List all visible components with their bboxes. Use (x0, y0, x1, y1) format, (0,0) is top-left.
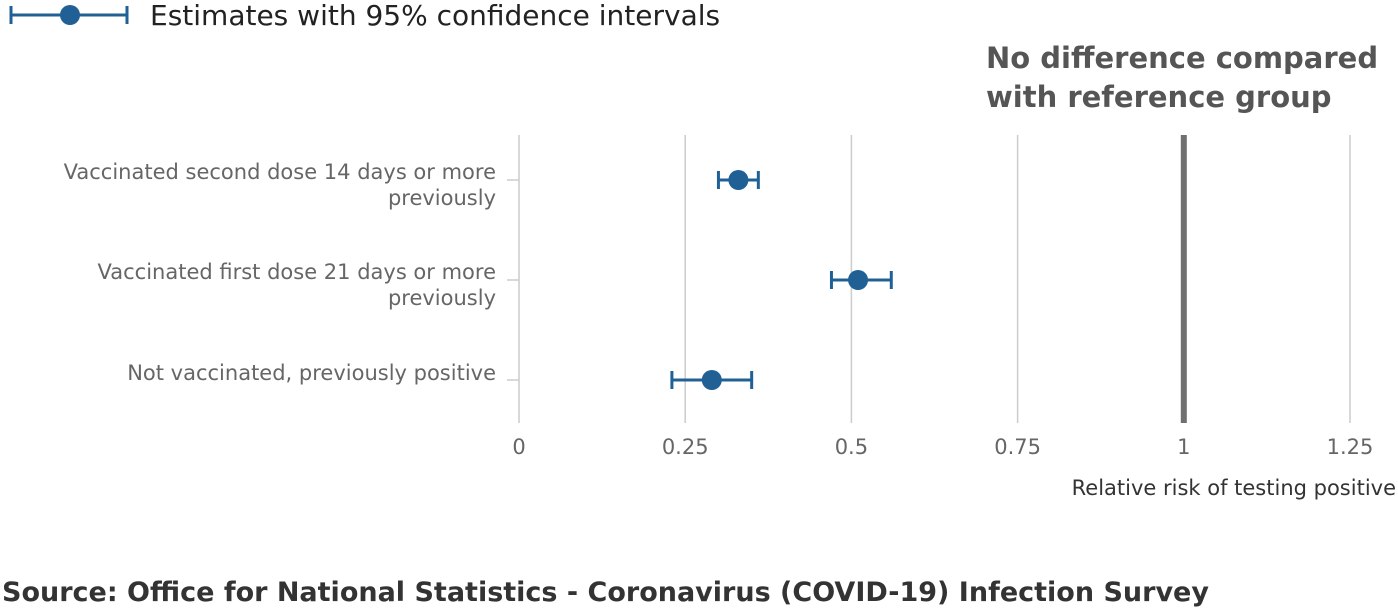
category-label-line: Vaccinated first dose 21 days or more (98, 260, 497, 284)
legend-label: Estimates with 95% confidence intervals (150, 0, 720, 32)
gridlines (518, 135, 1351, 423)
reference-label-line: with reference group (986, 80, 1332, 114)
category-label: Vaccinated second dose 14 days or more pr… (64, 160, 496, 210)
x-tick-label: 0.5 (835, 435, 868, 459)
category-labels: Vaccinated second dose 14 days or more pr… (64, 160, 519, 385)
reference-group: No difference compared with reference gr… (986, 41, 1388, 423)
x-axis-title: Relative risk of testing positive (1072, 476, 1396, 500)
x-tick-label: 1.25 (1327, 435, 1374, 459)
reference-label-line: No difference compared (986, 41, 1378, 75)
category-label-line: previously (388, 286, 496, 310)
legend-marker-dot (60, 5, 80, 25)
category-label: Vaccinated first dose 21 days or more pre… (98, 260, 497, 310)
estimate-point (728, 170, 749, 190)
category-label: Not vaccinated, previously positive (127, 361, 496, 385)
reference-label: No difference compared with reference gr… (986, 41, 1388, 114)
x-tick-label: 0 (512, 435, 525, 459)
estimate-point (848, 270, 869, 290)
estimate-point (701, 370, 722, 390)
estimates (670, 170, 893, 390)
category-label-line: previously (388, 186, 496, 210)
x-tick-label: 0.75 (994, 435, 1041, 459)
x-axis-tick-labels: 0 0.25 0.5 0.75 1 1.25 (512, 435, 1373, 459)
source-note: Source: Office for National Statistics -… (2, 577, 1209, 608)
category-label-line: Vaccinated second dose 14 days or more (64, 160, 496, 184)
x-tick-label: 0.25 (662, 435, 709, 459)
x-tick-label: 1 (1177, 435, 1190, 459)
category-label-line: Not vaccinated, previously positive (127, 361, 496, 385)
legend: Estimates with 95% confidence intervals (9, 0, 720, 32)
